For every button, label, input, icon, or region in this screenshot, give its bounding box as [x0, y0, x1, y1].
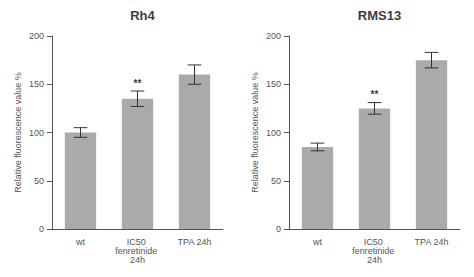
svg-text:Relative fluorescence value %: Relative fluorescence value % [13, 72, 23, 193]
svg-text:TPA 24h: TPA 24h [178, 237, 212, 247]
svg-text:0: 0 [39, 224, 44, 234]
svg-text:24h: 24h [367, 255, 382, 265]
svg-text:50: 50 [271, 176, 281, 186]
svg-text:**: ** [134, 78, 142, 89]
svg-text:Rh4: Rh4 [130, 8, 155, 23]
svg-text:100: 100 [29, 128, 44, 138]
svg-text:fenretinide: fenretinide [115, 245, 160, 256]
svg-text:150: 150 [266, 79, 281, 89]
svg-text:IC50: IC50 [363, 236, 386, 247]
svg-text:0: 0 [276, 224, 281, 234]
svg-text:fenretinide: fenretinide [352, 245, 397, 256]
svg-text:24h: 24h [130, 255, 145, 265]
svg-text:Relative fluorescence value %: Relative fluorescence value % [250, 72, 260, 193]
svg-text:**: ** [371, 89, 379, 100]
svg-text:200: 200 [29, 31, 44, 41]
svg-text:IC50: IC50 [126, 236, 149, 247]
svg-text:TPA 24h: TPA 24h [415, 237, 449, 247]
svg-text:wt: wt [312, 237, 322, 247]
svg-text:50: 50 [34, 176, 44, 186]
svg-text:150: 150 [29, 79, 44, 89]
svg-text:200: 200 [266, 31, 281, 41]
svg-text:wt: wt [75, 237, 85, 247]
svg-text:100: 100 [266, 128, 281, 138]
svg-text:RMS13: RMS13 [358, 8, 401, 23]
